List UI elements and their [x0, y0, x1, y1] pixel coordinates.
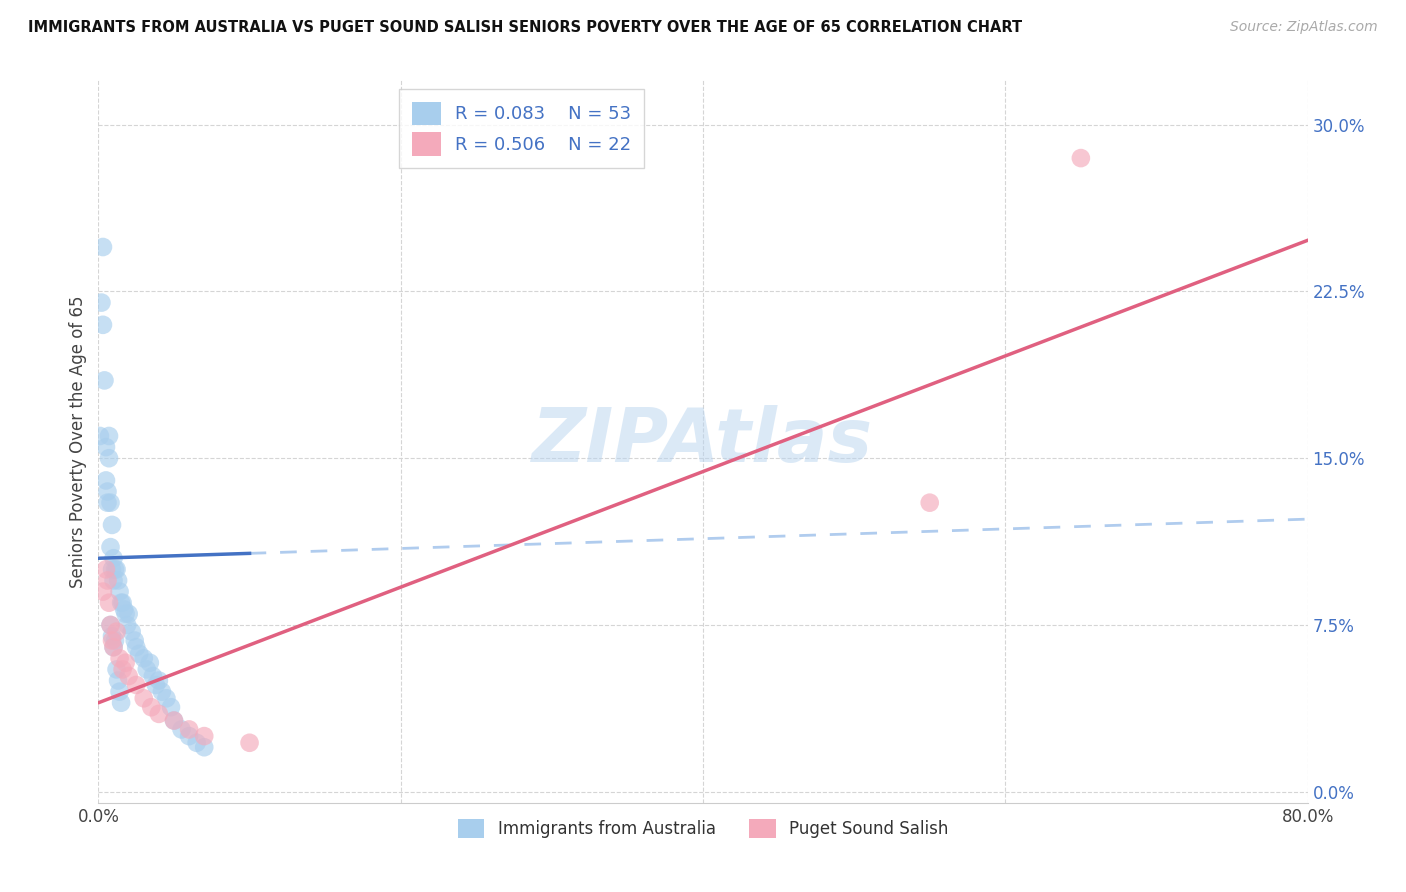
Point: [104, 562, 127, 576]
Point: [104, 633, 127, 648]
Point: [155, 691, 177, 706]
Point: [239, 736, 262, 750]
Point: [118, 607, 141, 621]
Point: [96, 574, 118, 588]
Point: [90, 295, 112, 310]
Point: [101, 517, 124, 532]
Point: [125, 640, 148, 655]
Point: [186, 736, 208, 750]
Point: [98, 451, 121, 466]
Point: [100, 618, 122, 632]
Point: [105, 624, 128, 639]
Point: [141, 700, 163, 714]
Y-axis label: Seniors Poverty Over the Age of 65: Seniors Poverty Over the Age of 65: [69, 295, 87, 588]
Point: [132, 691, 155, 706]
Point: [98, 429, 121, 443]
Text: Source: ZipAtlas.com: Source: ZipAtlas.com: [1230, 20, 1378, 34]
Text: ZIPAtlas: ZIPAtlas: [533, 405, 873, 478]
Point: [100, 496, 122, 510]
Point: [110, 696, 132, 710]
Point: [94, 562, 117, 576]
Point: [103, 640, 125, 655]
Point: [170, 723, 193, 737]
Point: [94, 474, 117, 488]
Point: [103, 551, 125, 566]
Point: [107, 673, 129, 688]
Text: IMMIGRANTS FROM AUSTRALIA VS PUGET SOUND SALISH SENIORS POVERTY OVER THE AGE OF : IMMIGRANTS FROM AUSTRALIA VS PUGET SOUND…: [28, 20, 1022, 35]
Point: [124, 633, 146, 648]
Point: [918, 496, 941, 510]
Point: [114, 607, 136, 621]
Point: [108, 684, 131, 698]
Point: [91, 240, 114, 254]
Point: [101, 629, 124, 643]
Point: [103, 574, 125, 588]
Point: [108, 651, 131, 665]
Point: [93, 373, 115, 387]
Point: [145, 678, 167, 692]
Point: [101, 633, 124, 648]
Point: [96, 484, 118, 499]
Point: [160, 700, 183, 714]
Point: [112, 602, 135, 616]
Point: [125, 678, 148, 692]
Point: [163, 714, 186, 728]
Point: [179, 723, 201, 737]
Point: [1070, 151, 1092, 165]
Point: [107, 574, 129, 588]
Point: [103, 640, 125, 655]
Point: [193, 729, 215, 743]
Point: [148, 673, 170, 688]
Point: [96, 496, 118, 510]
Point: [101, 562, 124, 576]
Point: [105, 562, 128, 576]
Point: [163, 714, 186, 728]
Point: [105, 662, 128, 676]
Point: [115, 618, 138, 632]
Legend: Immigrants from Australia, Puget Sound Salish: Immigrants from Australia, Puget Sound S…: [451, 813, 955, 845]
Point: [110, 596, 132, 610]
Point: [128, 647, 150, 661]
Point: [91, 584, 114, 599]
Point: [121, 624, 143, 639]
Point: [89, 429, 111, 443]
Point: [135, 662, 157, 676]
Point: [132, 651, 155, 665]
Point: [142, 669, 165, 683]
Point: [91, 318, 114, 332]
Point: [118, 669, 141, 683]
Point: [193, 740, 215, 755]
Point: [94, 440, 117, 454]
Point: [100, 540, 122, 554]
Point: [108, 584, 131, 599]
Point: [111, 662, 134, 676]
Point: [150, 684, 173, 698]
Point: [100, 618, 122, 632]
Point: [179, 729, 201, 743]
Point: [148, 706, 170, 721]
Point: [114, 656, 136, 670]
Point: [98, 596, 121, 610]
Point: [111, 596, 134, 610]
Point: [139, 656, 162, 670]
